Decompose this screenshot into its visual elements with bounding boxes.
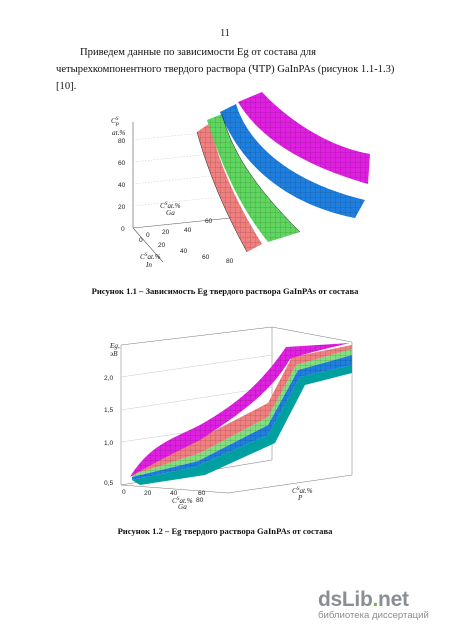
fig1-in-tick-0: 0 [146,232,150,239]
fig1-z-tick-80: 80 [118,138,126,145]
fig1-axes [132,122,241,263]
fig1-ga-label-sub: Ga [166,209,175,217]
figure-1-caption: Рисунок 1.1 – Зависимость Eg твердого ра… [91,286,359,296]
fig2-surface-blue [132,355,352,480]
fig1-in-tick-80: 80 [226,258,234,265]
intro-paragraph: Приведем данные по зависимости Eg от сос… [56,44,404,95]
watermark: dsLib.net библиотека диссертаций [318,588,446,621]
fig1-in-tick-20: 20 [158,242,166,249]
fig1-in-label-sub: In [145,261,152,269]
fig2-y-tick-0-5: 0,5 [104,480,113,487]
fig1-surface-blue [220,104,365,218]
watermark-logo: dsLib.net [318,588,409,611]
fig2-y-label-unit: эВ [110,350,118,358]
fig1-surface-outline [196,113,301,253]
fig1-in-tick-60: 60 [202,254,210,261]
fig2-ga-tick-60: 60 [198,490,206,497]
fig2-p-label: CSat.% [292,486,313,495]
fig2-surface-bottom-teal [132,365,352,485]
fig2-y-label: Eg, [109,342,120,350]
fig2-y-tick-1-5: 1,5 [104,407,113,414]
fig1-z-label: CS P [111,116,120,128]
figure-2-caption: Рисунок 1.2 – Eg твердого раствора GaInP… [117,526,333,536]
fig1-ga-label: CSat.% [160,201,181,210]
fig2-y-tick-2-0: 2,0 [104,375,113,382]
fig1-ga-tick-40: 40 [184,227,192,234]
fig2-y-tick-1-0: 1,0 [104,440,113,447]
fig1-z-label-unit: at.% [112,129,125,137]
fig1-surface-magenta [238,92,370,184]
fig1-surface-green [207,114,300,242]
fig2-surface-magenta [130,343,350,477]
fig1-in-label: CSat.% [140,252,161,261]
fig1-z-tick-20: 20 [118,204,126,211]
fig1-surface-red [197,123,262,252]
intro-text: Приведем данные по зависимости Eg от сос… [56,47,395,92]
figure-2-surface-plot: Eg, эВ 0,5 1,0 1,5 2,0 0 20 40 60 80 CSa… [104,326,353,510]
fig1-z-tick-0: 0 [121,226,125,233]
fig1-z-tick-60: 60 [118,160,126,167]
fig2-ga-label-sub: Ga [178,503,187,510]
fig1-z-tick-40: 40 [118,182,126,189]
fig2-p-label-sub: P [297,494,303,502]
figure-1-surface-plot: CS P at.% 0 20 40 60 80 CSat.% Ga 0 20 40… [111,92,370,269]
fig1-ga-tick-60: 60 [205,218,213,225]
fig2-ga-label: CSat.% [172,496,193,505]
fig2-ga-tick-20: 20 [144,490,152,497]
watermark-tagline: библиотека диссертаций [318,610,429,621]
fig2-ga-tick-80: 80 [196,497,204,504]
fig1-ga-tick-0: 0 [139,237,143,244]
fig2-ga-tick-40: 40 [170,490,178,497]
page-number: 11 [220,28,230,39]
fig1-in-tick-40: 40 [180,248,188,255]
fig2-ga-tick-0: 0 [122,489,126,496]
fig1-ga-tick-20: 20 [162,229,170,236]
